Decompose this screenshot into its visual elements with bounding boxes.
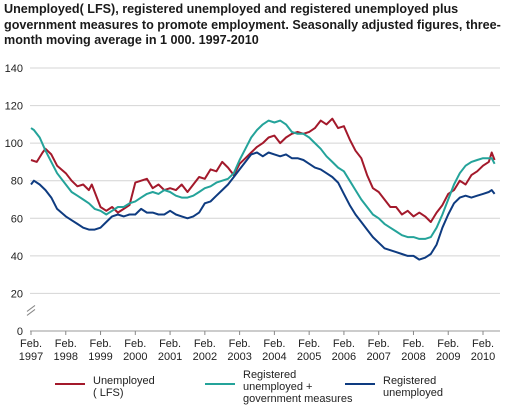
x-tick-month: Feb.: [437, 338, 459, 350]
gridlines: [26, 67, 500, 332]
x-tick-month: Feb.: [229, 338, 251, 350]
y-tick-label: 20: [11, 288, 23, 300]
x-tick-month: Feb.: [159, 338, 181, 350]
axis-break-mark: [26, 309, 36, 316]
x-tick-year: 2008: [401, 351, 425, 363]
x-tick-year: 2010: [471, 351, 495, 363]
series-lines: [30, 117, 496, 261]
x-tick-year: 2007: [366, 351, 390, 363]
legend-label: unemployed +: [243, 381, 312, 393]
x-tick-month: Feb.: [472, 338, 494, 350]
x-tick-month: Feb.: [333, 338, 355, 350]
x-tick-year: 2004: [262, 351, 286, 363]
x-tick-month: Feb.: [20, 338, 42, 350]
legend-label: Registered: [383, 375, 436, 387]
x-tick-year: 2001: [158, 351, 182, 363]
legend-label: government measures: [243, 393, 353, 405]
axis-break-mark: [26, 305, 36, 312]
x-tick-month: Feb.: [368, 338, 390, 350]
series-line-3: [30, 151, 496, 261]
x-tick-year: 2006: [332, 351, 356, 363]
x-tick-year: 1998: [54, 351, 78, 363]
y-axis-ticks: 0 20 40 60 80 100 120 140: [5, 63, 23, 338]
y-tick-label: 140: [5, 63, 23, 75]
x-tick-month: Feb.: [194, 338, 216, 350]
x-tick-month: Feb.: [263, 338, 285, 350]
legend-label: ( LFS): [93, 387, 124, 399]
y-tick-label: 60: [11, 213, 23, 225]
x-tick-month: Feb.: [402, 338, 424, 350]
legend-label: unemployed: [383, 387, 443, 399]
x-tick-month: Feb.: [298, 338, 320, 350]
y-tick-label: 80: [11, 176, 23, 188]
x-tick-month: Feb.: [55, 338, 77, 350]
x-tick-month: Feb.: [90, 338, 112, 350]
x-tick-year: 2009: [436, 351, 460, 363]
x-tick-year: 2005: [297, 351, 321, 363]
x-tick-year: 2003: [227, 351, 251, 363]
x-tick-month: Feb.: [124, 338, 146, 350]
y-tick-label: 100: [5, 138, 23, 150]
x-tick-year: 1997: [19, 351, 43, 363]
x-tick-year: 2000: [123, 351, 147, 363]
series-line-2: [30, 119, 496, 240]
legend-label: Registered: [243, 369, 296, 381]
y-tick-label: 120: [5, 101, 23, 113]
x-tick-year: 2002: [193, 351, 217, 363]
y-tick-label: 40: [11, 251, 23, 263]
legend-label: Unemployed: [93, 375, 155, 387]
x-tick-year: 1999: [88, 351, 112, 363]
chart-title: Unemployed( LFS), registered unemployed …: [4, 2, 501, 47]
x-axis-ticks: Feb.1997Feb.1998Feb.1999Feb.2000Feb.2001…: [19, 331, 495, 363]
y-tick-label: 0: [17, 326, 23, 338]
series-line-1: [30, 117, 496, 223]
